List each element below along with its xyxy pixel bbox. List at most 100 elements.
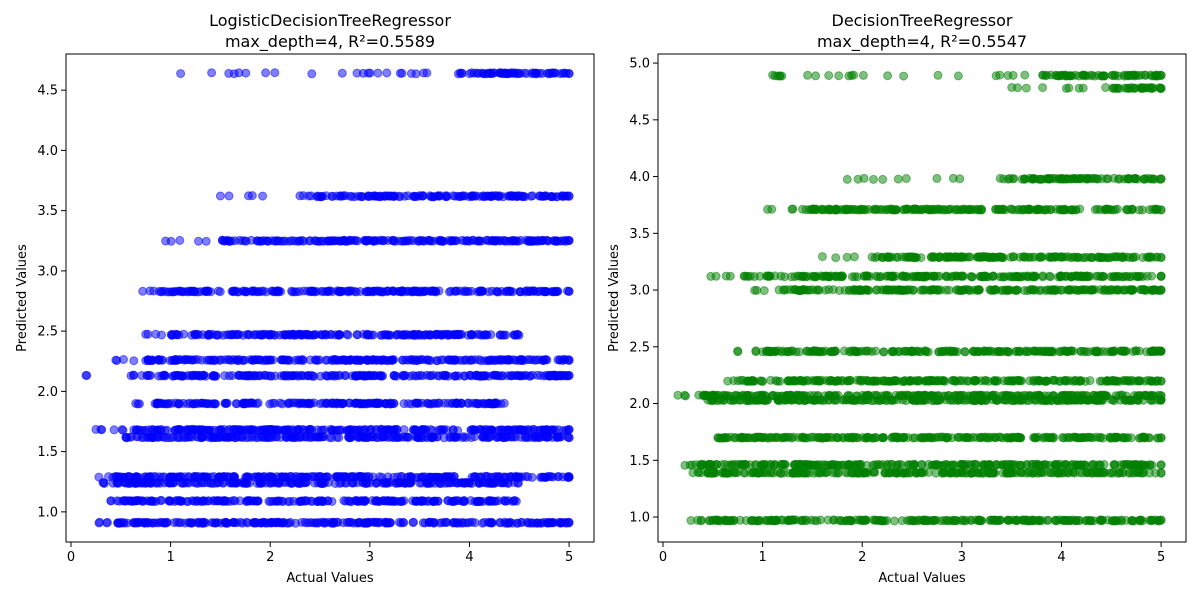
left-data-point xyxy=(131,399,141,408)
right-data-point xyxy=(884,252,894,262)
right-data-point xyxy=(1080,70,1090,80)
left-data-point xyxy=(373,68,383,78)
left-data-point xyxy=(196,496,206,506)
left-data-point xyxy=(449,496,459,506)
left-data-point xyxy=(265,371,275,381)
right-data-point xyxy=(952,204,962,214)
left-data-point xyxy=(238,286,248,296)
left-data-point xyxy=(296,496,306,506)
right-data-point xyxy=(1099,253,1109,262)
left-plot-frame xyxy=(65,53,595,543)
left-data-point xyxy=(406,478,416,488)
right-data-point xyxy=(1042,376,1052,386)
right-data-point xyxy=(822,271,832,281)
right-data-point xyxy=(1110,83,1120,93)
right-data-point xyxy=(787,204,797,214)
right-data-point xyxy=(1136,83,1146,93)
right-data-point xyxy=(952,252,962,262)
right-data-point xyxy=(966,272,976,281)
right-data-point xyxy=(1020,174,1030,184)
left-data-point xyxy=(451,330,461,339)
left-data-point xyxy=(373,192,383,201)
left-data-point xyxy=(249,518,259,528)
left-data-point xyxy=(395,68,405,78)
left-data-point xyxy=(176,286,186,296)
right-data-point xyxy=(755,271,765,281)
left-data-point xyxy=(321,330,330,339)
left-data-point xyxy=(564,355,574,365)
left-data-point xyxy=(301,329,311,339)
left-data-point xyxy=(173,399,183,409)
right-data-point xyxy=(971,347,981,357)
left-data-point xyxy=(253,398,263,408)
left-data-point xyxy=(491,191,501,201)
right-data-point xyxy=(964,252,974,262)
left-data-point xyxy=(428,497,438,506)
right-data-point xyxy=(1156,271,1166,281)
right-data-point xyxy=(742,271,752,281)
right-data-point xyxy=(798,376,808,386)
right-data-point xyxy=(779,285,789,295)
right-data-point xyxy=(856,376,866,386)
right-data-point xyxy=(747,376,757,386)
left-data-point xyxy=(164,496,174,506)
left-data-point xyxy=(529,424,538,434)
left-data-point xyxy=(504,518,514,528)
left-data-point xyxy=(484,518,494,528)
left-data-point xyxy=(411,496,420,506)
left-data-point xyxy=(269,517,279,527)
left-data-point xyxy=(299,236,309,246)
left-data-point xyxy=(113,518,123,528)
left-data-point xyxy=(319,432,329,442)
right-data-point xyxy=(1069,376,1079,386)
left-data-point xyxy=(224,371,234,381)
left-data-point xyxy=(285,371,295,381)
right-y-tick-label: 4.5 xyxy=(629,113,650,128)
right-data-point xyxy=(1108,71,1118,81)
right-data-point xyxy=(1007,83,1017,92)
left-data-point xyxy=(508,236,518,245)
right-data-point xyxy=(1143,375,1153,385)
left-data-point xyxy=(487,69,496,79)
left-data-point xyxy=(287,478,297,488)
left-data-point xyxy=(267,432,277,442)
left-chart-panel: LogisticDecisionTreeRegressor max_depth=… xyxy=(15,11,595,586)
left-data-point xyxy=(466,433,476,443)
left-data-point xyxy=(411,398,421,408)
left-data-point xyxy=(234,371,244,380)
left-data-point xyxy=(326,518,336,528)
right-data-point xyxy=(787,346,797,356)
left-data-point xyxy=(496,478,506,488)
right-data-point xyxy=(1098,272,1107,281)
right-data-point xyxy=(1006,272,1016,282)
left-data-point xyxy=(564,472,574,482)
right-data-point xyxy=(1097,174,1107,184)
left-data-point xyxy=(151,432,161,442)
left-data-point xyxy=(203,330,213,340)
left-data-point xyxy=(229,355,238,364)
left-data-point xyxy=(345,235,355,245)
left-data-point xyxy=(330,330,340,340)
right-data-point xyxy=(803,70,813,80)
right-data-point xyxy=(1060,376,1070,385)
right-data-point xyxy=(920,272,930,282)
left-data-point xyxy=(340,371,350,380)
right-data-point xyxy=(920,376,930,386)
left-data-point xyxy=(451,286,461,296)
left-data-point xyxy=(456,478,466,488)
left-data-point xyxy=(540,432,550,442)
left-data-point xyxy=(513,191,523,201)
right-data-point xyxy=(932,271,942,281)
right-data-point xyxy=(1097,71,1107,81)
left-data-point xyxy=(458,496,468,506)
right-data-point xyxy=(1101,204,1110,214)
left-data-point xyxy=(547,68,557,78)
right-x-tick-label: 3 xyxy=(958,550,966,565)
left-data-point xyxy=(375,286,385,296)
left-data-point xyxy=(106,496,116,506)
left-data-point xyxy=(527,69,537,79)
right-data-point xyxy=(828,285,838,295)
right-data-point xyxy=(1009,174,1019,184)
left-data-point xyxy=(211,371,220,381)
